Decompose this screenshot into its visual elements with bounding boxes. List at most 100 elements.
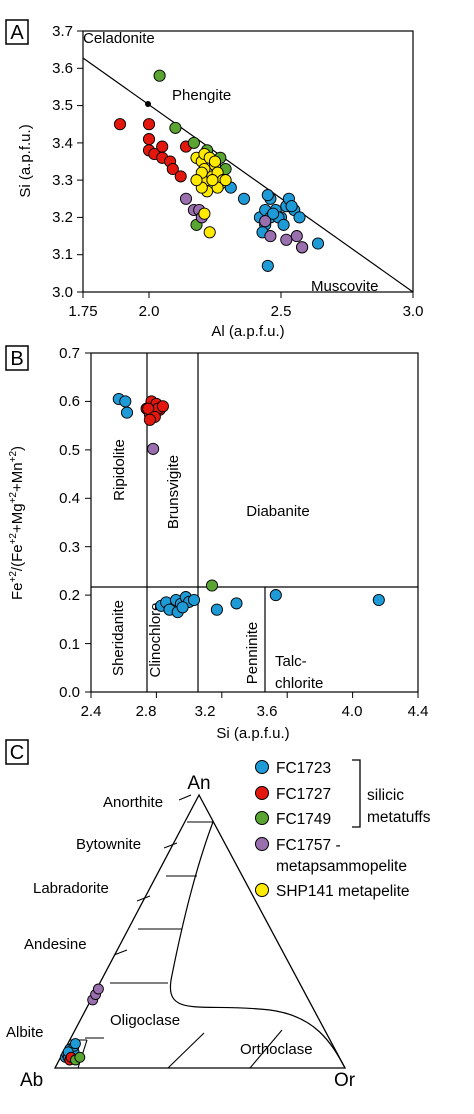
data-point-fc1749 — [205, 579, 219, 592]
data-point-fc1723 — [237, 192, 251, 205]
panel-c-field-anorthite: Anorthite — [103, 794, 163, 811]
panel-a-celadonite-muscovite-line — [82, 57, 414, 293]
legend-label-fc1727: FC1727 — [276, 786, 331, 803]
panel-c-field-line — [249, 1029, 283, 1069]
panel-b-plot-frame — [90, 352, 419, 693]
panel-b-points — [112, 392, 385, 619]
panel-b-field-talc-chlorite: Talc- — [275, 653, 307, 670]
panel-a-x-axis-label: Al (a.p.f.u.) — [211, 323, 284, 340]
panel-b-xtick: 2.8 — [136, 703, 157, 720]
panel-a-label: A — [10, 22, 24, 44]
data-point-fc1723 — [210, 603, 223, 616]
data-point-fc1727 — [143, 413, 156, 426]
panel-c-points — [59, 983, 104, 1066]
panel-a-ytick: 3.4 — [52, 135, 73, 152]
data-point-shp141 — [203, 226, 216, 239]
panel-a: A 3.7 3.6 3.5 3.4 3.3 3.2 3.1 3.0 1.75 2… — [5, 19, 423, 340]
panel-c-apex-ab: Ab — [20, 1070, 43, 1091]
panel-a-x-ticks: 1.75 2.0 2.5 3.0 — [68, 292, 423, 320]
panel-b-field-diabanite: Diabanite — [246, 503, 309, 520]
panel-a-phengite-point — [145, 101, 151, 107]
legend-label-fc1749: FC1749 — [276, 811, 331, 828]
data-point-fc1757 — [179, 192, 193, 205]
panel-c-field-albite: Albite — [6, 1024, 44, 1041]
panel-b-label-box — [5, 345, 29, 371]
data-point-fc1723 — [269, 589, 282, 602]
panel-b-field-brunsvigite: Brunsvigite — [165, 455, 182, 529]
data-point-fc1727 — [142, 133, 156, 146]
panel-b-ytick: 0.4 — [59, 490, 80, 507]
data-point-fc1757 — [259, 215, 272, 228]
panel-a-xtick: 2.5 — [271, 303, 292, 320]
legend-marker-shp141 — [255, 883, 269, 897]
data-point-fc1723 — [230, 597, 243, 610]
data-point-fc1749 — [187, 136, 200, 149]
data-point-fc1723 — [267, 207, 280, 220]
panel-c-field-line — [167, 1032, 205, 1069]
data-point-shp141 — [190, 174, 203, 187]
data-point-fc1757 — [147, 442, 160, 455]
panel-c-apex-an: An — [187, 773, 210, 794]
legend-marker-fc1723 — [255, 760, 269, 774]
panel-a-xtick: 1.75 — [68, 303, 97, 320]
panel-a-label-box — [5, 19, 29, 45]
data-point-fc1727 — [166, 162, 179, 176]
panel-a-celadonite-label: Celadonite — [83, 30, 155, 47]
panel-a-ytick: 3.2 — [52, 209, 73, 226]
panel-a-ytick: 3.3 — [52, 172, 73, 189]
panel-c-leader — [163, 842, 178, 849]
panel-a-xtick: 3.0 — [403, 303, 424, 320]
data-point-fc1723 — [187, 593, 201, 607]
data-point-fc1749 — [169, 121, 182, 134]
data-point-fc1723 — [176, 601, 189, 614]
data-point-fc1727 — [156, 140, 169, 153]
data-point-fc1723 — [293, 211, 306, 224]
panel-b-ytick: 0.0 — [59, 684, 80, 701]
panel-b: B 0.7 0.6 0.5 0.4 0.3 0.2 0.1 0.0 2.4 — [5, 345, 429, 742]
panel-c-leader — [178, 794, 192, 801]
legend-marker-fc1749 — [255, 811, 269, 825]
panel-a-points — [113, 69, 325, 272]
legend-label-fc1757-line2: metapsammopelite — [276, 858, 407, 875]
panel-b-field-talc-chlorite-2: chlorite — [275, 675, 323, 692]
panel-c-label: C — [10, 742, 24, 764]
legend-marker-fc1757 — [255, 837, 269, 851]
legend-label-fc1723: FC1723 — [276, 760, 331, 777]
data-point-fc1757 — [92, 983, 104, 995]
panel-b-field-ripidolite: Ripidolite — [111, 439, 128, 501]
panel-b-xtick: 2.4 — [81, 703, 102, 720]
panel-b-xtick: 3.2 — [195, 703, 216, 720]
data-point-fc1723 — [285, 200, 298, 213]
panel-c-leader — [113, 949, 128, 956]
panel-b-ytick: 0.5 — [59, 442, 80, 459]
legend: FC1723 FC1727 FC1749 FC1757 - metapsammo… — [255, 759, 431, 900]
panel-b-label: B — [10, 348, 23, 370]
panel-a-ytick: 3.6 — [52, 60, 73, 77]
panel-b-field-sheridanite: Sheridanite — [110, 600, 127, 676]
panel-a-xtick: 2.0 — [139, 303, 160, 320]
data-point-fc1723 — [311, 237, 325, 250]
panel-b-ytick: 0.6 — [59, 393, 80, 410]
data-point-fc1727 — [142, 118, 156, 131]
panel-c-label-box — [5, 739, 29, 765]
panel-a-y-ticks: 3.7 3.6 3.5 3.4 3.3 3.2 3.1 3.0 — [52, 23, 83, 301]
panel-b-ytick: 0.2 — [59, 587, 80, 604]
panel-b-ytick: 0.7 — [59, 345, 80, 362]
panel-a-muscovite-label: Muscovite — [311, 278, 379, 295]
panel-a-ytick: 3.1 — [52, 246, 73, 263]
panel-b-xtick: 4.4 — [408, 703, 429, 720]
panel-a-plot-frame — [82, 30, 414, 293]
data-point-fc1757 — [296, 241, 309, 254]
data-point-shp141 — [219, 174, 232, 187]
panel-b-xtick: 3.6 — [257, 703, 278, 720]
panel-a-ytick: 3.5 — [52, 97, 73, 114]
legend-bracket-line1: silicic — [367, 787, 404, 804]
panel-c-field-bytownite: Bytownite — [76, 836, 141, 853]
panel-c-ternary-frame — [53, 793, 347, 1069]
data-point-fc1723 — [261, 259, 274, 272]
panel-b-xtick: 4.0 — [342, 703, 363, 720]
legend-label-shp141: SHP141 metapelite — [276, 883, 410, 900]
panel-a-ytick: 3.0 — [52, 284, 73, 301]
panel-a-ytick: 3.7 — [52, 23, 73, 40]
panel-c-field-labradorite: Labradorite — [33, 880, 109, 897]
